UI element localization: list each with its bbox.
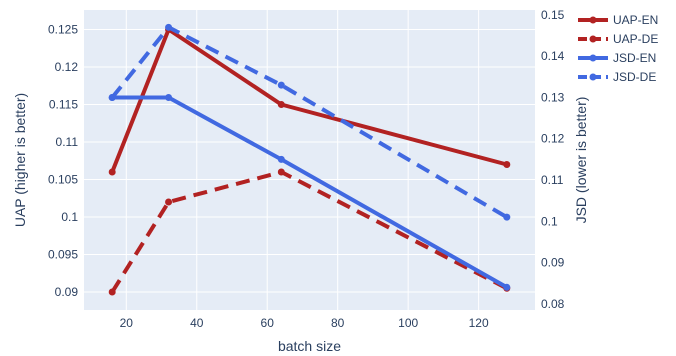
x-tick-label: 60 (261, 316, 275, 330)
series-line-uap-en (110, 27, 508, 173)
legend-marker (589, 54, 597, 62)
data-point-uap-de (108, 288, 116, 296)
data-point-jsd-en (503, 283, 511, 291)
right-tick-label: 0.08 (541, 297, 565, 311)
series-line-uap-de (110, 170, 508, 294)
legend-item-jsd-en[interactable]: JSD-EN (578, 51, 656, 65)
left-tick-label: 0.09 (55, 285, 79, 299)
x-tick-label: 100 (398, 316, 418, 330)
x-tick-label: 20 (120, 316, 134, 330)
data-point-uap-en (277, 101, 285, 108)
left-tick-label: 0.095 (48, 248, 78, 262)
legend: UAP-EN UAP-DE JSD-EN JSD-DE (578, 13, 658, 84)
left-tick-label: 0.11 (56, 135, 79, 149)
data-point-uap-de (165, 198, 173, 206)
right-tick-label: 0.15 (541, 8, 565, 22)
legend-marker (589, 16, 597, 24)
right-tick-label: 0.11 (541, 173, 564, 187)
x-tick-label: 40 (190, 316, 204, 330)
data-point-uap-de (277, 168, 285, 176)
series-line-jsd-en (112, 95, 508, 290)
data-point-jsd-de (503, 213, 511, 221)
legend-item-uap-en[interactable]: UAP-EN (578, 13, 658, 27)
left-tick-label: 0.125 (48, 23, 78, 37)
series-jsd-de (108, 23, 511, 221)
left-y-axis-title: UAP (higher is better) (12, 93, 28, 227)
series-line-jsd-de (110, 25, 508, 219)
legend-label: UAP-DE (613, 32, 658, 46)
data-point-uap-en (108, 168, 116, 176)
series-layer (108, 23, 511, 296)
x-axis-title: batch size (278, 338, 341, 354)
x-tick-label: 120 (469, 316, 489, 330)
left-tick-label: 0.115 (49, 98, 78, 112)
left-tick-label: 0.1 (61, 210, 78, 224)
x-axis-ticks: 20 40 60 80 100 120 (120, 316, 489, 330)
legend-marker (589, 73, 597, 81)
legend-marker (589, 35, 597, 43)
right-tick-label: 0.09 (541, 256, 565, 270)
data-point-jsd-en (165, 93, 173, 101)
data-point-jsd-de (108, 93, 116, 101)
data-point-jsd-de (165, 23, 173, 31)
right-tick-label: 0.13 (541, 90, 565, 104)
legend-label: JSD-EN (613, 51, 656, 65)
legend-item-uap-de[interactable]: UAP-DE (578, 32, 658, 46)
data-point-uap-en (503, 161, 511, 168)
legend-item-jsd-de[interactable]: JSD-DE (578, 70, 656, 84)
right-axis-ticks: 0.08 0.09 0.1 0.11 0.12 0.13 0.14 0.15 (541, 8, 565, 311)
right-tick-label: 0.12 (541, 132, 565, 146)
legend-label: UAP-EN (613, 13, 658, 27)
data-point-jsd-en (277, 155, 285, 163)
right-y-axis-title: JSD (lower is better) (573, 97, 589, 224)
x-tick-label: 80 (331, 316, 345, 330)
right-tick-label: 0.1 (541, 214, 558, 228)
right-tick-label: 0.14 (541, 49, 565, 63)
x-gridlines (125, 10, 480, 310)
data-point-jsd-de (277, 81, 285, 89)
left-tick-label: 0.105 (48, 173, 78, 187)
left-axis-ticks: 0.09 0.095 0.1 0.105 0.11 0.115 0.12 0.125 (48, 23, 78, 300)
legend-label: JSD-DE (613, 70, 656, 84)
left-tick-label: 0.12 (55, 60, 79, 74)
